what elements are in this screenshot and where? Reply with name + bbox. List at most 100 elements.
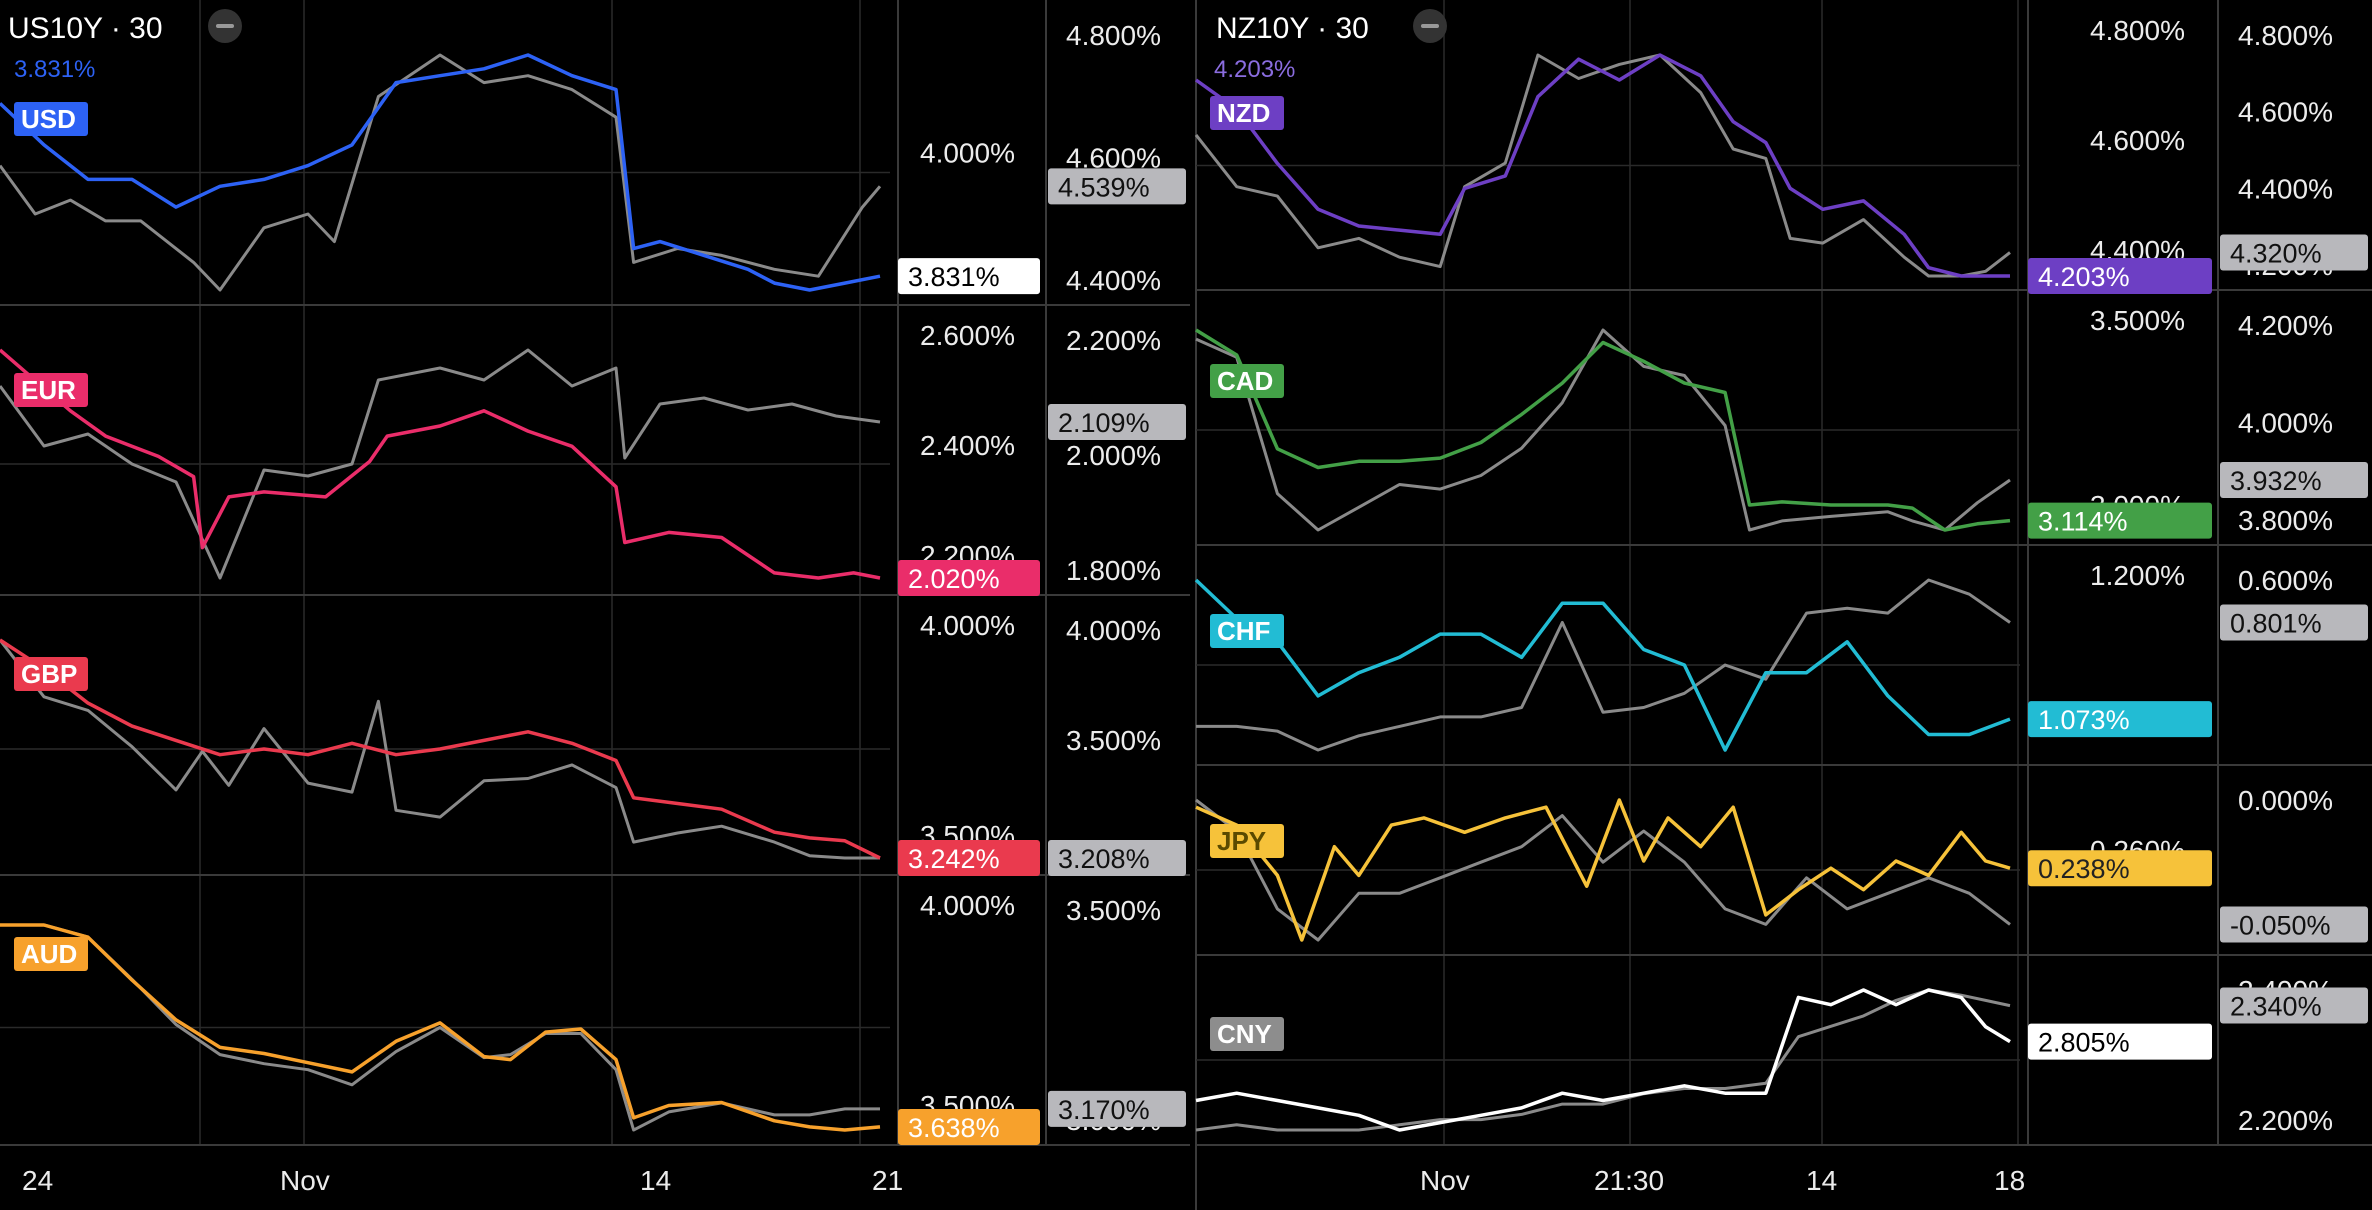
inner-tick-label: 4.000% (920, 610, 1015, 641)
outer-value-badge-gbp: 3.208% (1048, 840, 1186, 876)
series-line-gbp-benchmark (0, 639, 880, 860)
right-last-price: 4.203% (1214, 56, 1295, 83)
badge-text: 3.170% (1058, 1095, 1150, 1125)
panel-jpy (1195, 798, 2011, 942)
badge-text: 3.932% (2230, 466, 2322, 496)
outer-tick-label: 4.000% (2238, 408, 2333, 439)
right-minimize-button[interactable] (1413, 9, 1447, 43)
outer-tick-label: 2.000% (1066, 440, 1161, 471)
inner-tick-label: 4.800% (2090, 15, 2185, 46)
label-text: CHF (1217, 616, 1270, 646)
label-badge-bg (14, 373, 88, 407)
left-minimize-button[interactable] (208, 9, 242, 43)
outer-value-badge-aud: 3.170% (1048, 1090, 1186, 1127)
badge-text: 0.801% (2230, 609, 2322, 639)
label-badge-bg (1210, 824, 1284, 858)
badge-bg (2220, 462, 2368, 498)
badge-bg (2220, 987, 2368, 1024)
outer-tick-label: 2.200% (2238, 1105, 2333, 1136)
badge-bg (1048, 1090, 1186, 1127)
outer-tick-label: 3.500% (1066, 725, 1161, 756)
panel-gbp (0, 638, 881, 860)
left-x-label-3: 21 (872, 1165, 903, 1196)
badge-bg (2220, 906, 2368, 943)
badge-bg (2220, 604, 2368, 641)
right-x-label-3: 18 (1994, 1165, 2025, 1196)
outer-value-badge-usd: 4.539% (1048, 168, 1186, 205)
badge-text: 2.109% (1058, 408, 1150, 438)
badge-bg (1048, 840, 1186, 876)
inner-value-badge-gbp: 3.242% (898, 840, 1040, 876)
badge-text: 4.320% (2230, 238, 2322, 268)
inner-tick-label: 3.500% (2090, 305, 2185, 336)
outer-tick-label: 0.600% (2238, 565, 2333, 596)
outer-value-badge-cny: 2.340% (2220, 987, 2368, 1024)
currency-label-nzd: NZD (1210, 96, 1284, 130)
outer-value-badge-nzd: 4.320% (2220, 234, 2368, 271)
inner-value-badge-cny: 2.805% (2028, 1023, 2212, 1060)
badge-text: 3.114% (2038, 507, 2128, 537)
right-symbol-title: NZ10Y · 30 (1216, 12, 1369, 45)
series-line-gbp (0, 638, 881, 860)
series-line-cny (1195, 988, 2011, 1132)
left-symbol-title: US10Y · 30 (8, 12, 163, 45)
outer-value-badge-eur: 2.109% (1048, 404, 1186, 440)
inner-tick-label: 4.000% (920, 138, 1015, 169)
minus-glyph (216, 24, 234, 28)
currency-label-usd: USD (14, 102, 88, 136)
series-line-aud (0, 923, 881, 1132)
badge-text: 0.238% (2038, 854, 2130, 884)
inner-value-badge-eur: 2.020% (898, 560, 1040, 596)
outer-tick-label: 4.200% (2238, 310, 2333, 341)
label-text: CAD (1217, 366, 1273, 396)
outer-value-badge-jpy: -0.050% (2220, 906, 2368, 943)
series-line-nzd-benchmark (1194, 53, 2011, 278)
left-x-label-2: 14 (640, 1165, 671, 1196)
series-line-nzd (1194, 53, 2010, 278)
badge-bg (2028, 258, 2212, 294)
badge-bg (898, 258, 1040, 295)
right-x-label-2: 14 (1806, 1165, 1837, 1196)
label-badge-bg (14, 102, 88, 136)
label-text: JPY (1217, 826, 1266, 856)
left-last-price: 3.831% (14, 56, 95, 83)
left-x-axis: 24 Nov 14 21 (22, 1165, 903, 1196)
panel-cny (1195, 988, 2011, 1132)
label-badge-bg (14, 657, 88, 691)
badge-text: -0.050% (2230, 910, 2331, 940)
panel-eur (0, 348, 881, 580)
series-line-jpy-benchmark (1195, 798, 2011, 942)
currency-label-aud: AUD (14, 937, 88, 971)
outer-tick-label: 4.800% (2238, 20, 2333, 51)
badge-text: 3.242% (908, 844, 1000, 874)
series-line-usd-benchmark (0, 53, 882, 292)
inner-value-badge-cad: 3.114% (2028, 502, 2212, 539)
inner-value-badge-jpy: 0.238% (2028, 850, 2212, 887)
right-x-label-0: Nov (1420, 1165, 1470, 1196)
inner-tick-label: 1.200% (2090, 560, 2185, 591)
badge-bg (898, 1108, 1040, 1145)
badge-text: 4.203% (2038, 262, 2130, 292)
inner-value-badge-nzd: 4.203% (2028, 258, 2212, 294)
outer-tick-label: 4.000% (1066, 615, 1161, 646)
label-text: EUR (21, 375, 76, 405)
label-text: AUD (21, 939, 77, 969)
outer-value-badge-chf: 0.801% (2220, 604, 2368, 641)
inner-value-badge-usd: 3.831% (898, 258, 1040, 295)
series-line-chf (1194, 578, 2011, 752)
outer-tick-label: 4.800% (1066, 20, 1161, 51)
label-text: CNY (1217, 1019, 1272, 1049)
badge-bg (2028, 701, 2212, 738)
inner-value-badge-aud: 3.638% (898, 1108, 1040, 1145)
outer-tick-label: 0.000% (2238, 785, 2333, 816)
badge-text: 4.539% (1058, 172, 1150, 202)
right-x-axis: Nov 21:30 14 18 (1420, 1165, 2025, 1196)
currency-label-gbp: GBP (14, 657, 88, 691)
series-line-usd (0, 53, 881, 292)
series-line-cad-benchmark (1195, 328, 2011, 532)
badge-bg (2028, 502, 2212, 539)
outer-tick-label: 3.500% (1066, 895, 1161, 926)
badge-text: 2.020% (908, 564, 1000, 594)
